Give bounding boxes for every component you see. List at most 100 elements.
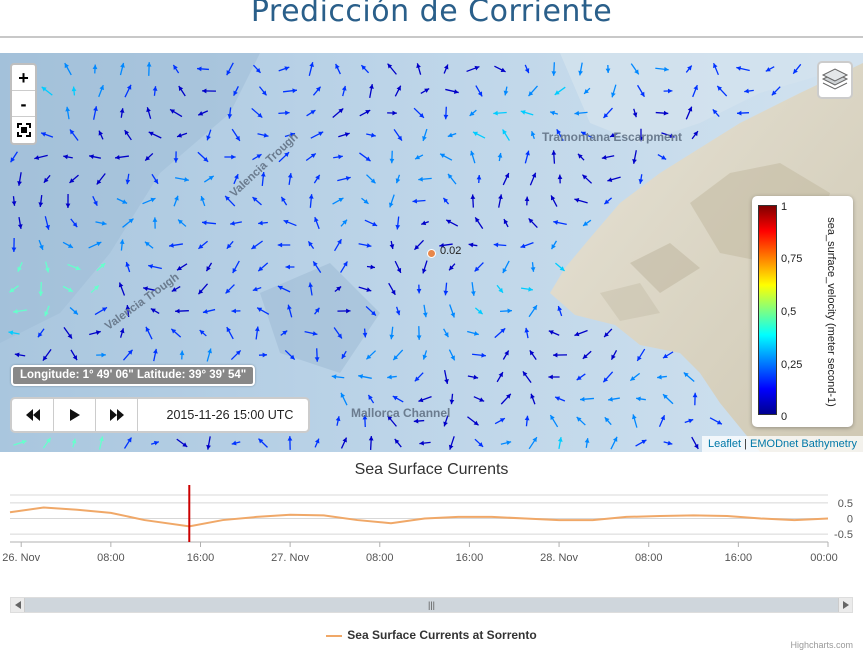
page-title: Predicción de Corriente [250, 0, 613, 29]
current-arrow [198, 240, 208, 250]
current-arrow [550, 195, 558, 207]
scroll-thumb[interactable]: ||| [25, 598, 838, 612]
map-attribution: Leaflet | EMODnet Bathymetry [702, 436, 863, 452]
current-arrow [173, 195, 179, 207]
zoom-in-button[interactable]: + [12, 65, 35, 91]
current-arrow [581, 174, 593, 184]
current-arrow [252, 286, 262, 292]
current-arrow [62, 285, 74, 293]
fullscreen-button[interactable] [12, 117, 35, 143]
chart-legend[interactable]: Sea Surface Currents at Sorrento [0, 628, 863, 642]
mouse-coordinates: Longitude: 1° 49' 06" Latitude: 39° 39' … [11, 365, 256, 386]
current-arrow [603, 107, 613, 119]
current-arrow [443, 328, 449, 338]
current-arrow [277, 242, 291, 248]
current-arrow [494, 65, 506, 73]
current-arrow [388, 282, 396, 296]
current-arrow [233, 86, 239, 96]
step-forward-button[interactable] [96, 399, 138, 431]
current-arrow [199, 329, 207, 337]
current-arrow [176, 263, 188, 271]
current-arrow [603, 328, 613, 338]
layers-button[interactable] [817, 61, 853, 99]
current-arrow [359, 109, 371, 117]
current-arrow [528, 304, 538, 318]
current-arrow [232, 260, 240, 274]
current-arrow [17, 261, 23, 273]
leaflet-link[interactable]: Leaflet [708, 438, 742, 450]
current-arrow [502, 172, 510, 186]
current-arrow [205, 262, 213, 272]
current-arrow [449, 304, 456, 318]
current-arrow [548, 330, 560, 336]
current-arrow [637, 84, 645, 98]
chart-scrollbar[interactable]: ||| [10, 597, 853, 613]
current-arrow [171, 286, 181, 292]
play-button[interactable] [54, 399, 96, 431]
current-arrow [10, 151, 18, 163]
highcharts-credits[interactable]: Highcharts.com [790, 640, 853, 650]
current-arrow [65, 194, 71, 208]
current-arrow [389, 240, 395, 250]
current-arrow [118, 282, 126, 296]
current-arrow [412, 198, 426, 204]
current-arrow [11, 238, 17, 252]
time-series-chart[interactable]: 0.5 0 -0.5 26. Nov 08:00 16:00 27. Nov 08:00 16:… [0, 485, 863, 580]
current-arrow [63, 326, 73, 340]
current-arrow [524, 196, 530, 206]
step-backward-button[interactable] [12, 399, 54, 431]
current-arrow [529, 172, 537, 186]
current-vector-field [8, 62, 802, 450]
current-arrow [258, 352, 268, 358]
current-arrow [331, 374, 345, 380]
current-arrow [92, 195, 98, 207]
current-arrow [443, 282, 449, 296]
current-map[interactable]: Tramontana Escarpment Valencia Trough Va… [0, 53, 863, 452]
current-arrow [341, 350, 347, 360]
scroll-right-button[interactable] [838, 598, 852, 612]
current-arrow [334, 238, 342, 252]
zoom-out-button[interactable]: - [12, 91, 35, 117]
current-arrow [362, 414, 368, 428]
current-arrow [610, 350, 618, 360]
current-arrow [635, 439, 647, 447]
current-arrow [413, 418, 425, 424]
current-arrow [224, 154, 236, 160]
current-arrow [172, 64, 180, 74]
current-arrow [119, 108, 125, 118]
scroll-left-button[interactable] [11, 598, 25, 612]
current-arrow [611, 84, 617, 98]
current-arrow [197, 283, 209, 295]
station-marker[interactable] [427, 249, 436, 258]
current-arrow [474, 217, 484, 229]
current-arrow [251, 240, 263, 250]
current-arrow [448, 436, 455, 450]
current-arrow [252, 153, 262, 161]
current-arrow [529, 349, 537, 361]
x-tick-label: 16:00 [187, 552, 215, 564]
current-arrow [197, 110, 209, 116]
current-arrow [206, 436, 211, 450]
current-arrow [443, 64, 449, 74]
current-arrow [38, 194, 44, 208]
current-arrow [334, 285, 342, 293]
emodnet-link[interactable]: EMODnet Bathymetry [750, 438, 857, 450]
station-marker-value: 0.02 [440, 245, 462, 257]
current-arrow [43, 174, 51, 184]
current-arrow [116, 198, 128, 204]
current-arrow [449, 393, 455, 405]
current-arrow [176, 438, 188, 448]
series-line-sorrento[interactable] [9, 506, 829, 528]
current-arrow [335, 63, 341, 75]
current-arrow [341, 85, 347, 97]
current-arrow [520, 110, 534, 116]
current-arrow [282, 88, 298, 94]
current-arrow [340, 261, 348, 273]
current-arrow [233, 173, 239, 185]
current-arrow [146, 107, 152, 119]
scroll-right-icon [842, 601, 849, 609]
current-arrow [361, 197, 369, 205]
current-arrow [500, 440, 512, 446]
current-arrow [280, 330, 288, 336]
current-arrow [422, 260, 428, 274]
